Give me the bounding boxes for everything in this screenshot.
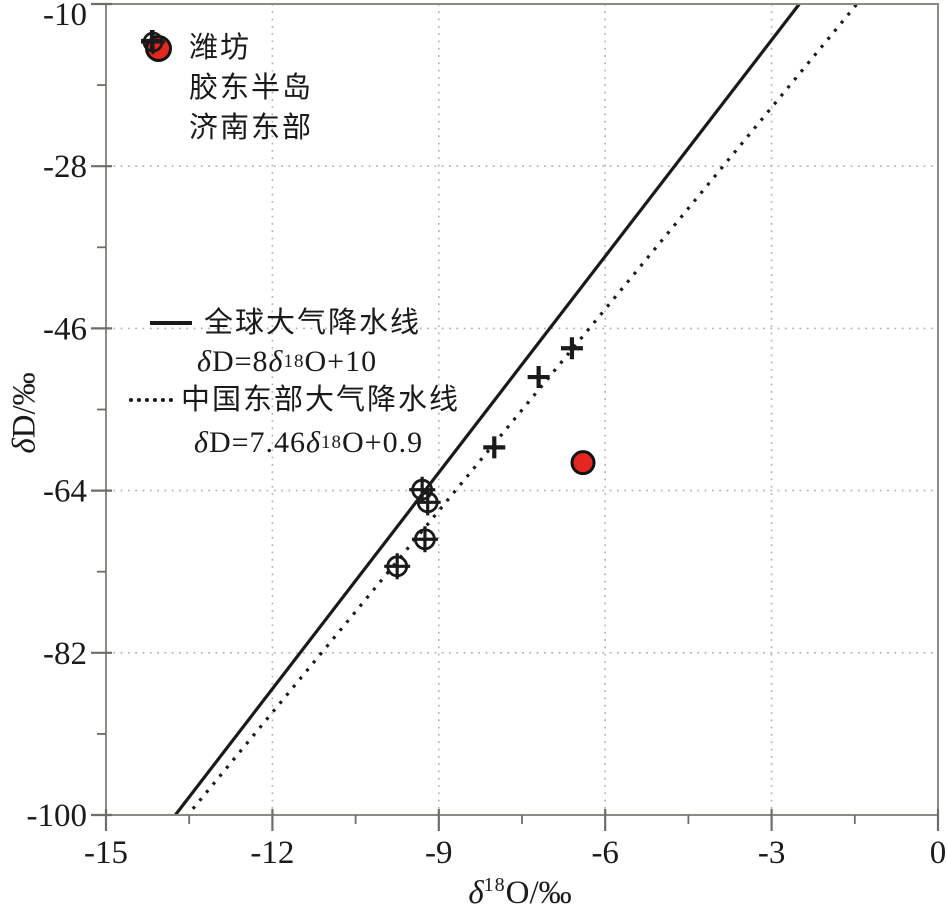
x-tick-label: -6 (591, 835, 619, 871)
equation-text: O+0.9 (342, 426, 424, 459)
data-point-jinan-east (409, 476, 436, 503)
gmwl-line (173, 4, 802, 815)
data-point-jiaodong-peninsula (560, 337, 583, 360)
legend-label-gmwl: 全球大气降水线 (204, 306, 422, 339)
legend-item-gmwl: 全球大气降水线 (150, 306, 421, 340)
data-point-jinan-east (414, 489, 441, 516)
x-tick-label: -15 (84, 835, 128, 871)
legend-markers: 潍坊 胶东半岛 济南东部 (139, 28, 313, 148)
delta-symbol: δ (268, 345, 284, 378)
x-tick-label: -3 (758, 835, 786, 871)
legend-item-jiaodong-peninsula: 胶东半岛 (139, 30, 314, 108)
east-china-mwl-line (185, 4, 860, 815)
lines-group (173, 4, 860, 815)
plus-part (411, 526, 438, 553)
y-tick-label: -46 (43, 311, 87, 347)
delta-symbol: δ (197, 345, 212, 378)
y-tick-label: -64 (43, 474, 87, 510)
gmwl-equation: δ D=8 δ 18 O+10 (197, 345, 378, 378)
data-point-jinan-east (384, 553, 411, 580)
y-tick-label: -82 (43, 636, 87, 672)
superscript-18: 18 (483, 874, 506, 896)
legend-label-jiaodong: 胶东半岛 (189, 71, 314, 104)
equation-text: D=8 (211, 345, 269, 378)
legend-item-east-china-mwl: 中国东部大气降水线 (129, 382, 460, 418)
x-axis-title: δ18O/‰ (468, 874, 571, 911)
legend-label-weifang: 潍坊 (189, 31, 252, 64)
y-axis-title: δD/‰ (7, 372, 44, 453)
delta-symbol: δ (194, 426, 209, 459)
x-tick-label: -9 (425, 835, 453, 871)
y-axis-title-text: D/‰ (6, 372, 43, 439)
plus-part (414, 489, 441, 516)
x-tick-label: -12 (250, 835, 294, 871)
y-tick-label: -10 (43, 0, 87, 33)
x-tick-label: 0 (930, 835, 947, 871)
delta-symbol: δ (468, 875, 484, 911)
data-point-jiaodong-peninsula (483, 436, 506, 459)
x-axis-title-text: O/‰ (505, 875, 572, 911)
east-china-mwl-equation: δ D=7.46 δ 18 O+0.9 (194, 426, 424, 459)
plus-part (384, 553, 411, 580)
solid-line-sample-icon (150, 321, 192, 325)
equation-text: D=7.46 (208, 426, 307, 459)
legend-item-jinan-east: 济南东部 (139, 30, 314, 148)
data-point-jiaodong-peninsula (527, 366, 550, 389)
y-tick-label: -100 (27, 798, 88, 834)
y-tick-label: -28 (43, 149, 87, 185)
legend-label-east-china-mwl: 中国东部大气降水线 (181, 383, 461, 416)
legend-label-jinan-east: 济南东部 (189, 111, 314, 144)
data-point-weifang (570, 450, 596, 476)
delta-symbol: δ (6, 438, 43, 454)
circle-plus-marker-icon (141, 30, 165, 54)
dotted-line-sample-icon (129, 398, 173, 402)
equation-text: O+10 (304, 345, 378, 378)
plus-part (409, 476, 436, 503)
data-point-jinan-east (411, 526, 438, 553)
delta-symbol: δ (306, 426, 321, 459)
